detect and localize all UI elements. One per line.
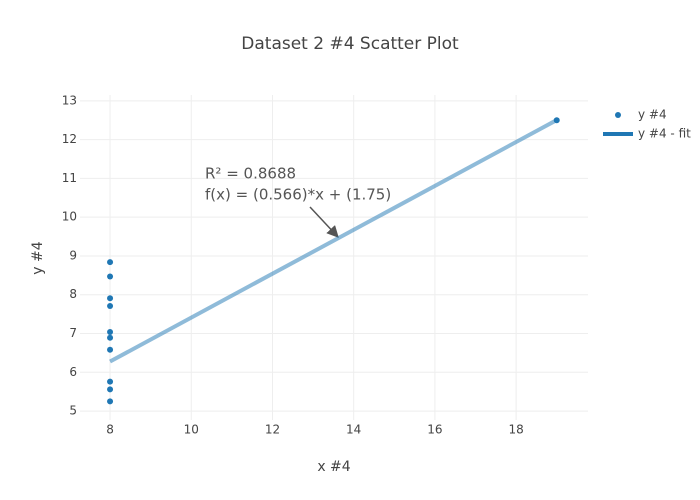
x-axis-title: x #4 [317, 459, 350, 475]
point [107, 259, 114, 266]
x-tick-label: 16 [427, 423, 442, 437]
y-tick-label: 5 [69, 404, 77, 418]
legend-label[interactable]: y #4 [638, 108, 667, 122]
chart-title: Dataset 2 #4 Scatter Plot [241, 34, 459, 54]
y-tick-label: 12 [62, 132, 77, 146]
y-axis-title: y #4 [30, 241, 46, 274]
y-tick-label: 9 [69, 248, 77, 262]
x-tick-label: 10 [184, 423, 199, 437]
point [107, 346, 114, 353]
point [107, 398, 114, 405]
point [107, 386, 114, 393]
annotation-arrow [309, 206, 339, 238]
x-tick-label: 18 [508, 423, 523, 437]
y-tick-label: 10 [62, 210, 77, 224]
point [107, 273, 114, 280]
y-tick-label: 6 [69, 365, 77, 379]
point [107, 302, 114, 309]
x-tick-label: 14 [346, 423, 361, 437]
legend-label[interactable]: y #4 - fit [638, 127, 691, 141]
y-tick-label: 7 [69, 326, 77, 340]
annotation-formula: f(x) = (0.566)*x + (1.75) [205, 186, 391, 204]
grid [80, 95, 588, 420]
y-tick-label: 11 [62, 171, 77, 185]
point [107, 378, 114, 385]
point [107, 295, 114, 302]
point [107, 328, 114, 335]
legend-swatch [615, 112, 621, 118]
y-tick-label: 8 [69, 287, 77, 301]
fit-line [109, 118, 558, 364]
x-tick-label: 8 [106, 423, 114, 437]
point [107, 334, 114, 341]
y-tick-label: 13 [62, 93, 77, 107]
x-tick-label: 12 [265, 423, 280, 437]
annotation-r2: R² = 0.8688 [205, 165, 296, 183]
